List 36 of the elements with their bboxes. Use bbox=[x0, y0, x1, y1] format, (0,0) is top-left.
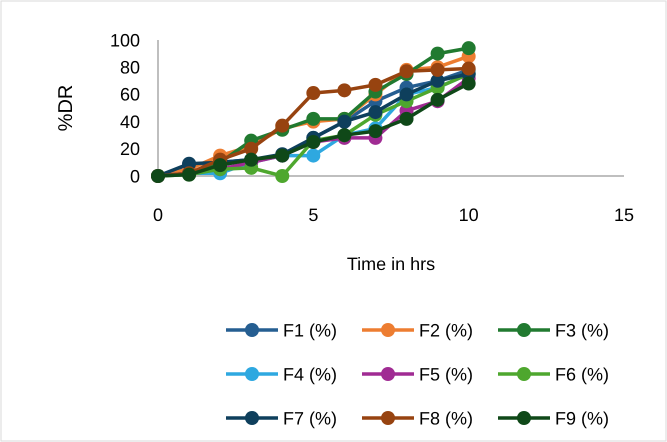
y-axis-title: %DR bbox=[55, 84, 77, 132]
legend-label: F5 (%) bbox=[419, 364, 473, 384]
point bbox=[275, 118, 290, 133]
legend-label: F8 (%) bbox=[419, 408, 473, 428]
x-tick-label: 5 bbox=[308, 205, 318, 225]
point bbox=[430, 62, 445, 77]
point bbox=[306, 86, 320, 100]
legend-label: F1 (%) bbox=[283, 320, 337, 340]
y-tick-label: 80 bbox=[120, 58, 140, 78]
point bbox=[213, 158, 228, 172]
legend-label: F3 (%) bbox=[555, 320, 609, 340]
point bbox=[275, 169, 290, 183]
y-tick-label: 20 bbox=[120, 139, 140, 160]
y-tick-label: 40 bbox=[120, 112, 140, 132]
x-tick-label: 10 bbox=[458, 205, 479, 225]
legend-label: F2 (%) bbox=[419, 320, 473, 340]
legend-label: F7 (%) bbox=[283, 408, 337, 428]
point bbox=[368, 105, 382, 120]
point bbox=[368, 78, 382, 92]
y-tick-label: 100 bbox=[110, 30, 140, 50]
point bbox=[430, 46, 445, 61]
x-tick-label: 15 bbox=[614, 205, 634, 225]
point bbox=[306, 148, 320, 163]
x-tick-label: 0 bbox=[152, 205, 164, 225]
legend-label: F6 (%) bbox=[555, 364, 609, 384]
y-tick-label: 0 bbox=[130, 166, 140, 186]
y-tick-label: 60 bbox=[120, 84, 140, 105]
point bbox=[462, 76, 476, 91]
x-axis-title: Time in hrs bbox=[346, 254, 436, 274]
point bbox=[337, 83, 352, 98]
point bbox=[400, 112, 414, 126]
legend-label: F4 (%) bbox=[283, 364, 337, 384]
legend-label: F9 (%) bbox=[555, 408, 609, 428]
point bbox=[368, 124, 382, 138]
point bbox=[462, 41, 476, 56]
point bbox=[306, 112, 320, 126]
